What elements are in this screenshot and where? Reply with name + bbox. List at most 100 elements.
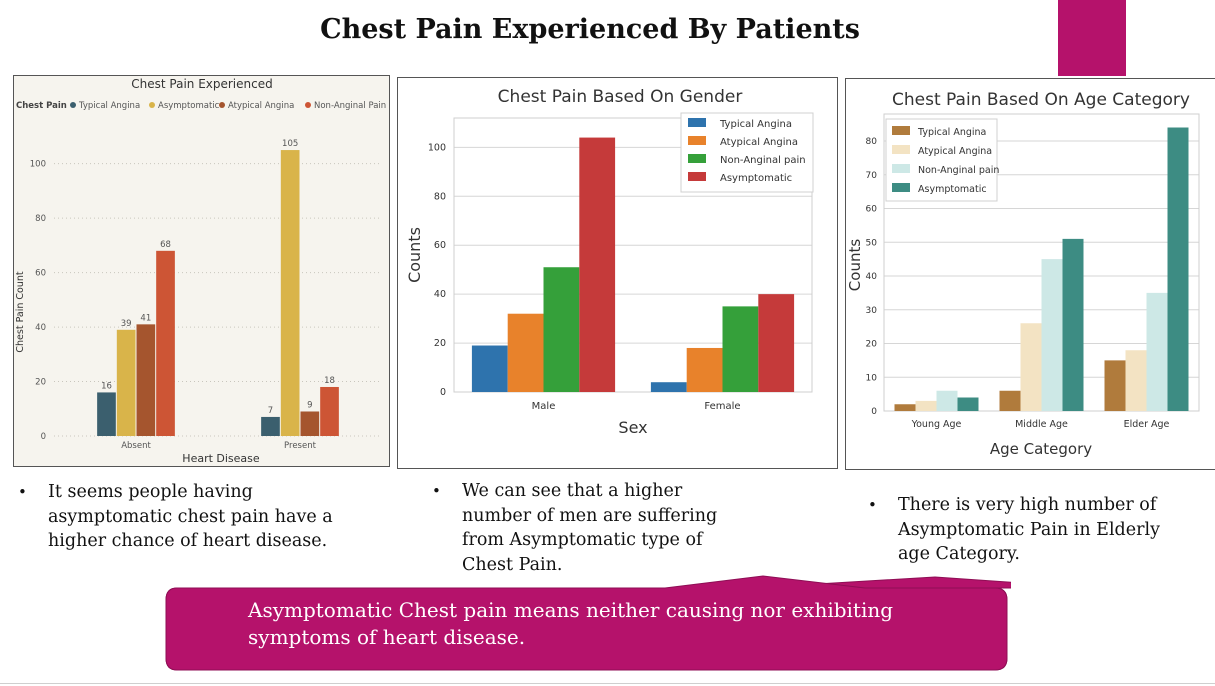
x-category-label: Present — [284, 441, 317, 451]
y-tick-label: 50 — [866, 238, 878, 248]
y-tick-label: 40 — [866, 272, 878, 282]
y-tick-label: 20 — [35, 378, 46, 388]
y-tick-label: 70 — [866, 171, 878, 181]
x-category-label: Male — [532, 401, 556, 412]
legend-label: Non-Anginal pain — [720, 155, 806, 166]
legend-marker — [688, 136, 706, 145]
bar — [936, 390, 958, 411]
bullet-symbol: • — [868, 496, 877, 514]
legend-marker — [892, 126, 910, 135]
legend-marker — [688, 154, 706, 163]
legend-label: Typical Angina — [917, 127, 986, 138]
chart-panel-heart-disease: 0 20 40 60 80 100 Absent 16 39 41 68 Present 7 105 9 18… — [13, 75, 390, 467]
y-tick-label: 60 — [866, 205, 878, 215]
legend-label: Asymptomatic — [918, 184, 987, 195]
legend-label: Atypical Angina — [918, 146, 992, 157]
legend-label: Non-Anginal Pain — [314, 101, 386, 111]
bar — [1167, 127, 1189, 411]
y-tick-label: 40 — [434, 289, 446, 300]
legend-label: Non-Anginal pain — [918, 165, 999, 176]
chart-title: Chest Pain Based On Gender — [498, 87, 743, 107]
bar — [1020, 323, 1042, 411]
bar-value-label: 39 — [121, 319, 132, 329]
bullet-text: It seems people having asymptomatic ches… — [48, 482, 333, 551]
bar — [1125, 350, 1147, 411]
y-tick-label: 0 — [871, 407, 877, 417]
bar — [471, 345, 508, 392]
legend-label: Asymptomatic — [158, 101, 220, 111]
chart-title: Chest Pain Experienced — [131, 77, 272, 91]
bullet-text: There is very high number of Asymptomati… — [898, 495, 1160, 564]
x-axis-label: Heart Disease — [182, 452, 260, 465]
bar — [136, 324, 156, 436]
x-category-label: Young Age — [911, 419, 962, 430]
chart-panel-gender: 0 20 40 60 80 100 Male Female Chest Pain Based O… — [397, 77, 838, 469]
legend-marker — [688, 118, 706, 127]
legend-marker — [892, 164, 910, 173]
chart-gender-svg: 0 20 40 60 80 100 Male Female Chest Pain Based O… — [405, 87, 814, 437]
bar-value-label: 16 — [101, 381, 112, 391]
chart-age-svg: 0 10 20 30 40 50 60 70 80 Young Age Middle Age Elde… — [846, 90, 1200, 458]
legend-marker — [892, 145, 910, 154]
legend-marker — [70, 102, 76, 108]
y-axis-label: Counts — [846, 239, 864, 292]
bar-value-label: 105 — [282, 139, 298, 149]
y-tick-label: 100 — [428, 142, 446, 153]
bar — [97, 392, 116, 436]
x-category-label: Elder Age — [1124, 419, 1170, 430]
corner-accent-tab — [1058, 0, 1126, 76]
bullet-text: We can see that a higher number of men a… — [462, 481, 718, 575]
legend-label: Atypical Angina — [720, 137, 798, 148]
y-tick-label: 30 — [866, 306, 878, 316]
y-tick-label: 100 — [30, 160, 46, 170]
bar — [507, 313, 544, 392]
bar — [650, 382, 687, 392]
bar — [116, 329, 136, 436]
legend-title: Chest Pain — [16, 101, 67, 111]
bar — [1146, 292, 1168, 411]
bar-value-label: 7 — [268, 406, 273, 416]
legend-label: Typical Angina — [719, 119, 792, 130]
x-category-label: Middle Age — [1015, 419, 1068, 430]
y-tick-label: 0 — [41, 432, 46, 442]
bar — [915, 400, 937, 411]
bar — [722, 306, 759, 392]
chart-panel-age: 0 10 20 30 40 50 60 70 80 Young Age Middle Age Elde… — [845, 78, 1215, 470]
y-tick-label: 60 — [35, 269, 46, 279]
bar — [686, 347, 723, 392]
bar — [579, 137, 616, 392]
bar — [1041, 259, 1063, 411]
bar — [999, 390, 1021, 411]
y-tick-label: 0 — [440, 387, 446, 398]
y-tick-label: 80 — [866, 137, 878, 147]
bar — [758, 294, 795, 392]
callout-text: Asymptomatic Chest pain means neither ca… — [248, 598, 894, 649]
legend-marker — [892, 183, 910, 192]
bar-value-label: 9 — [307, 400, 312, 410]
legend-marker — [219, 102, 225, 108]
y-axis-label: Chest Pain Count — [15, 271, 26, 352]
legend-label: Typical Angina — [78, 101, 140, 111]
chart-heart-disease-svg: 0 20 40 60 80 100 Absent 16 39 41 68 Present 7 105 9 18… — [15, 77, 386, 465]
legend-marker — [149, 102, 155, 108]
y-tick-label: 40 — [35, 323, 46, 333]
legend-label: Asymptomatic — [720, 173, 792, 184]
y-axis-label: Counts — [405, 227, 424, 283]
plot-frame — [453, 117, 813, 393]
slide-title: Chest Pain Experienced By Patients — [320, 14, 860, 45]
bar-value-label: 18 — [324, 376, 335, 386]
legend-marker — [305, 102, 311, 108]
chart-title: Chest Pain Based On Age Category — [892, 90, 1190, 110]
y-tick-label: 20 — [866, 340, 878, 350]
footer-divider — [0, 683, 1215, 684]
bar — [1062, 238, 1084, 411]
y-tick-label: 10 — [866, 373, 878, 383]
bar — [280, 150, 300, 436]
legend-marker — [688, 172, 706, 181]
x-axis-label: Age Category — [990, 440, 1092, 458]
bar — [543, 267, 580, 392]
x-category-label: Absent — [121, 441, 151, 451]
y-tick-label: 80 — [434, 191, 446, 202]
bar — [894, 404, 916, 411]
bar — [1104, 360, 1126, 411]
